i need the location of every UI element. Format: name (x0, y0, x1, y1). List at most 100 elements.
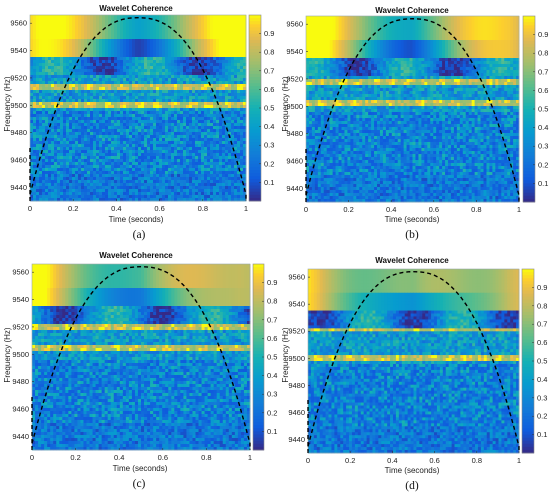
heatmap-cell (111, 186, 115, 190)
heatmap-cell (108, 168, 112, 172)
heatmap-cell (201, 51, 205, 55)
heatmap-cell (213, 78, 217, 82)
coherence-plot-b: Wavelet Coherence Time (seconds) Frequen… (281, 6, 548, 224)
heatmap-cell (159, 39, 163, 43)
heatmap-cell (474, 19, 478, 23)
heatmap-cell (66, 96, 70, 100)
heatmap-cell (63, 159, 67, 163)
heatmap-cell (359, 22, 363, 26)
heatmap-cell (123, 30, 127, 34)
heatmap-cell (459, 28, 464, 32)
heatmap-cell (99, 27, 103, 31)
heatmap-cell (87, 90, 91, 94)
heatmap-cell (240, 39, 244, 43)
heatmap-cell (192, 105, 196, 109)
heatmap-cell (135, 198, 139, 202)
heatmap-cell (180, 105, 184, 109)
heatmap-cell (90, 60, 94, 64)
heatmap-cell (36, 54, 40, 58)
heatmap-cell (225, 75, 229, 79)
heatmap-cell (156, 42, 160, 46)
heatmap-cell (168, 123, 172, 127)
heatmap-cell (102, 69, 106, 73)
heatmap-cell (153, 198, 157, 202)
heatmap-cell (513, 25, 517, 29)
heatmap-cell (42, 93, 46, 97)
heatmap-cell (144, 45, 148, 49)
heatmap-cell (168, 33, 172, 37)
heatmap-cell (153, 180, 157, 184)
heatmap-cell (138, 66, 142, 70)
heatmap-cell (180, 129, 184, 133)
heatmap-cell (243, 51, 247, 55)
heatmap-cell (96, 99, 100, 103)
heatmap-cell (114, 171, 118, 175)
heatmap-cell (96, 180, 100, 184)
heatmap-cell (141, 141, 145, 145)
heatmap-cell (99, 36, 103, 40)
heatmap-cell (108, 165, 112, 169)
heatmap-cell (204, 126, 208, 130)
heatmap-cell (222, 30, 226, 34)
heatmap-cell (42, 192, 46, 196)
heatmap-cell (75, 132, 79, 136)
heatmap-cell (75, 21, 79, 25)
heatmap-cell (129, 24, 133, 28)
heatmap-cell (225, 84, 229, 88)
heatmap-cell (81, 135, 85, 139)
heatmap-cell (66, 63, 70, 67)
heatmap-cell (195, 21, 199, 25)
heatmap-cell (177, 150, 181, 154)
heatmap-cell (33, 75, 37, 79)
heatmap-cell (216, 42, 220, 46)
heatmap-cell (75, 81, 79, 85)
heatmap-cell (150, 183, 154, 187)
heatmap-cell (54, 198, 58, 202)
heatmap-cell (156, 93, 160, 97)
heatmap-cell (183, 153, 187, 157)
heatmap-cell (228, 42, 232, 46)
heatmap-cell (171, 15, 175, 19)
heatmap-cell (162, 165, 166, 169)
heatmap-cell (162, 189, 166, 193)
heatmap-cell (51, 33, 55, 37)
heatmap-cell (54, 147, 58, 151)
heatmap-cell (156, 153, 160, 157)
heatmap-cell (144, 120, 148, 124)
heatmap-cell (87, 36, 91, 40)
heatmap-cell (30, 135, 34, 139)
heatmap-cell (165, 198, 169, 202)
heatmap-cell (231, 141, 235, 145)
heatmap-cell (225, 102, 229, 106)
heatmap-cell (42, 63, 46, 67)
heatmap-cell (216, 198, 220, 202)
heatmap-cell (391, 25, 396, 29)
heatmap-cell (75, 147, 79, 151)
heatmap-cell (30, 141, 34, 145)
heatmap-cell (210, 117, 214, 121)
heatmap-cell (99, 69, 103, 73)
heatmap-cell (81, 120, 85, 124)
heatmap-cell (57, 108, 61, 112)
heatmap-cell (150, 165, 154, 169)
heatmap-cell (36, 57, 40, 61)
heatmap-cell (195, 66, 199, 70)
heatmap-cell (219, 105, 223, 109)
heatmap-cell (135, 159, 139, 163)
heatmap-cell (141, 48, 145, 52)
heatmap-cell (66, 141, 70, 145)
heatmap-cell (219, 87, 223, 91)
heatmap-cell (243, 93, 247, 97)
heatmap-cell (69, 36, 73, 40)
heatmap-cell (90, 57, 94, 61)
heatmap-cell (141, 150, 145, 154)
heatmap-cell (159, 171, 163, 175)
heatmap-cell (96, 150, 100, 154)
heatmap-cell (144, 132, 148, 136)
heatmap-cell (132, 174, 136, 178)
heatmap-cell (66, 42, 70, 46)
heatmap-cell (42, 174, 46, 178)
heatmap-cell (216, 192, 220, 196)
heatmap-cell (87, 66, 91, 70)
heatmap-cell (222, 57, 226, 61)
